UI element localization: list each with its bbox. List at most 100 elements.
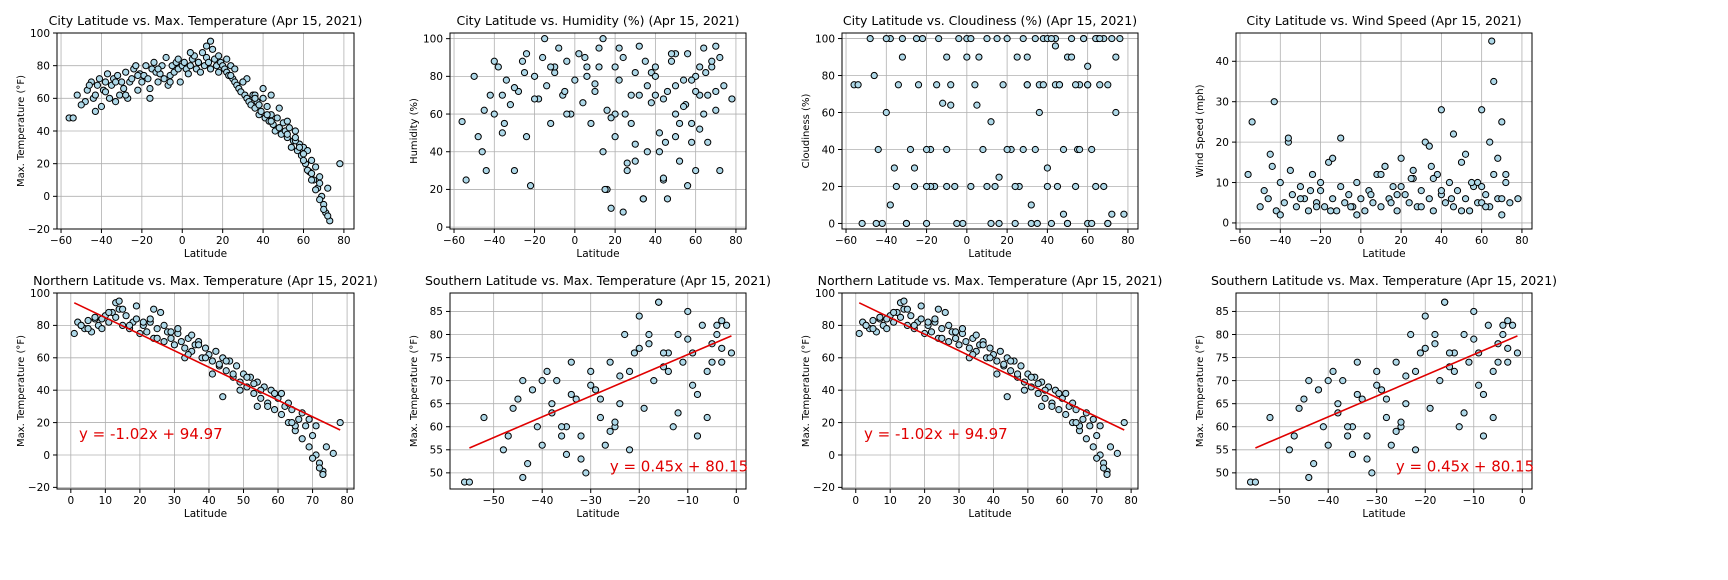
data-point: [111, 78, 120, 86]
data-point: [619, 53, 627, 62]
y-tick-label: 70: [1216, 375, 1229, 387]
x-tick-label: −10: [677, 495, 699, 507]
data-point: [1488, 37, 1496, 45]
data-point: [1251, 478, 1260, 486]
data-point: [1000, 360, 1008, 368]
data-point: [1363, 455, 1371, 463]
data-point: [1393, 191, 1401, 199]
data-point: [1116, 34, 1124, 43]
data-point: [684, 50, 692, 58]
x-tick-label: 50: [1021, 495, 1034, 507]
x-tick-label: −30: [580, 495, 602, 507]
data-point: [177, 337, 185, 346]
data-point: [307, 169, 316, 178]
data-point: [917, 302, 925, 310]
data-point: [1304, 207, 1313, 215]
data-point: [1397, 154, 1405, 162]
data-point: [684, 307, 692, 316]
data-point: [567, 390, 575, 399]
data-point: [206, 37, 215, 45]
regression-equation: y = -1.02x + 94.97: [864, 425, 1008, 443]
data-point: [1334, 400, 1342, 408]
data-point: [902, 219, 911, 228]
data-point: [1329, 367, 1337, 375]
data-point: [872, 219, 880, 228]
data-point: [308, 431, 317, 440]
data-point: [115, 297, 123, 305]
data-point: [1353, 178, 1361, 187]
data-point: [541, 35, 549, 43]
data-point: [1268, 162, 1276, 170]
data-point: [1088, 219, 1096, 228]
data-point: [1039, 81, 1047, 89]
y-tick-label: 0: [828, 218, 835, 230]
data-point: [603, 106, 611, 114]
data-point: [607, 114, 615, 122]
data-point: [579, 99, 587, 107]
data-point: [1079, 415, 1087, 423]
data-point: [1089, 443, 1097, 451]
x-tick-label: 60: [1475, 235, 1488, 247]
data-point: [1333, 207, 1341, 215]
data-point: [684, 182, 692, 190]
data-point: [712, 87, 720, 96]
data-point: [157, 308, 165, 317]
y-tick-label: 60: [1216, 422, 1229, 434]
data-point: [703, 413, 711, 422]
data-point: [1327, 207, 1335, 215]
x-tick-label: −60: [443, 235, 465, 247]
data-point: [986, 344, 994, 352]
data-point: [1062, 410, 1070, 419]
data-point: [259, 84, 267, 93]
data-point: [180, 58, 188, 67]
data-point: [947, 81, 955, 89]
data-point: [530, 95, 539, 103]
x-tick-label: 10: [883, 495, 896, 507]
data-point: [150, 58, 158, 67]
data-point: [1305, 377, 1313, 385]
data-point: [607, 204, 615, 212]
x-tick-label: 20: [216, 235, 229, 247]
data-point: [698, 321, 706, 329]
data-point: [263, 102, 271, 111]
data-point: [73, 91, 81, 99]
data-point: [1393, 207, 1401, 215]
data-point: [659, 174, 668, 182]
data-point: [713, 330, 721, 339]
data-point: [641, 57, 649, 65]
data-point: [174, 325, 182, 333]
data-point: [522, 50, 531, 58]
data-point: [1027, 219, 1035, 228]
data-point: [917, 315, 925, 323]
data-point: [1034, 389, 1042, 398]
scatter-chart-5: 0 10 20 30 40 50 60 70 80 −20 0 20 40 60 80 100Northern…: [16, 273, 378, 520]
x-tick-label: 0: [179, 235, 186, 247]
data-point: [307, 156, 316, 164]
data-point: [1041, 394, 1049, 402]
data-point: [166, 78, 174, 86]
data-point: [1478, 106, 1486, 114]
data-point: [922, 145, 931, 154]
data-point: [1514, 195, 1522, 203]
data-point: [336, 418, 344, 427]
x-tick-label: 20: [133, 495, 146, 507]
data-point: [119, 305, 127, 313]
data-point: [1347, 203, 1355, 211]
data-point: [277, 389, 286, 398]
y-tick-label: 100: [423, 33, 443, 45]
data-point: [595, 44, 603, 52]
data-point: [336, 160, 344, 168]
y-axis-label: Max. Temperature (°F): [1195, 335, 1206, 447]
axes-frame: [1235, 292, 1533, 490]
data-point: [1416, 349, 1424, 357]
data-point: [1499, 321, 1507, 329]
data-point: [288, 418, 296, 427]
data-point: [201, 354, 210, 362]
data-point: [236, 386, 244, 394]
x-axis-label: Latitude: [1362, 508, 1405, 520]
data-point: [1457, 158, 1466, 166]
data-point: [291, 127, 300, 135]
x-tick-label: 60: [271, 495, 284, 507]
data-point: [1348, 450, 1357, 459]
